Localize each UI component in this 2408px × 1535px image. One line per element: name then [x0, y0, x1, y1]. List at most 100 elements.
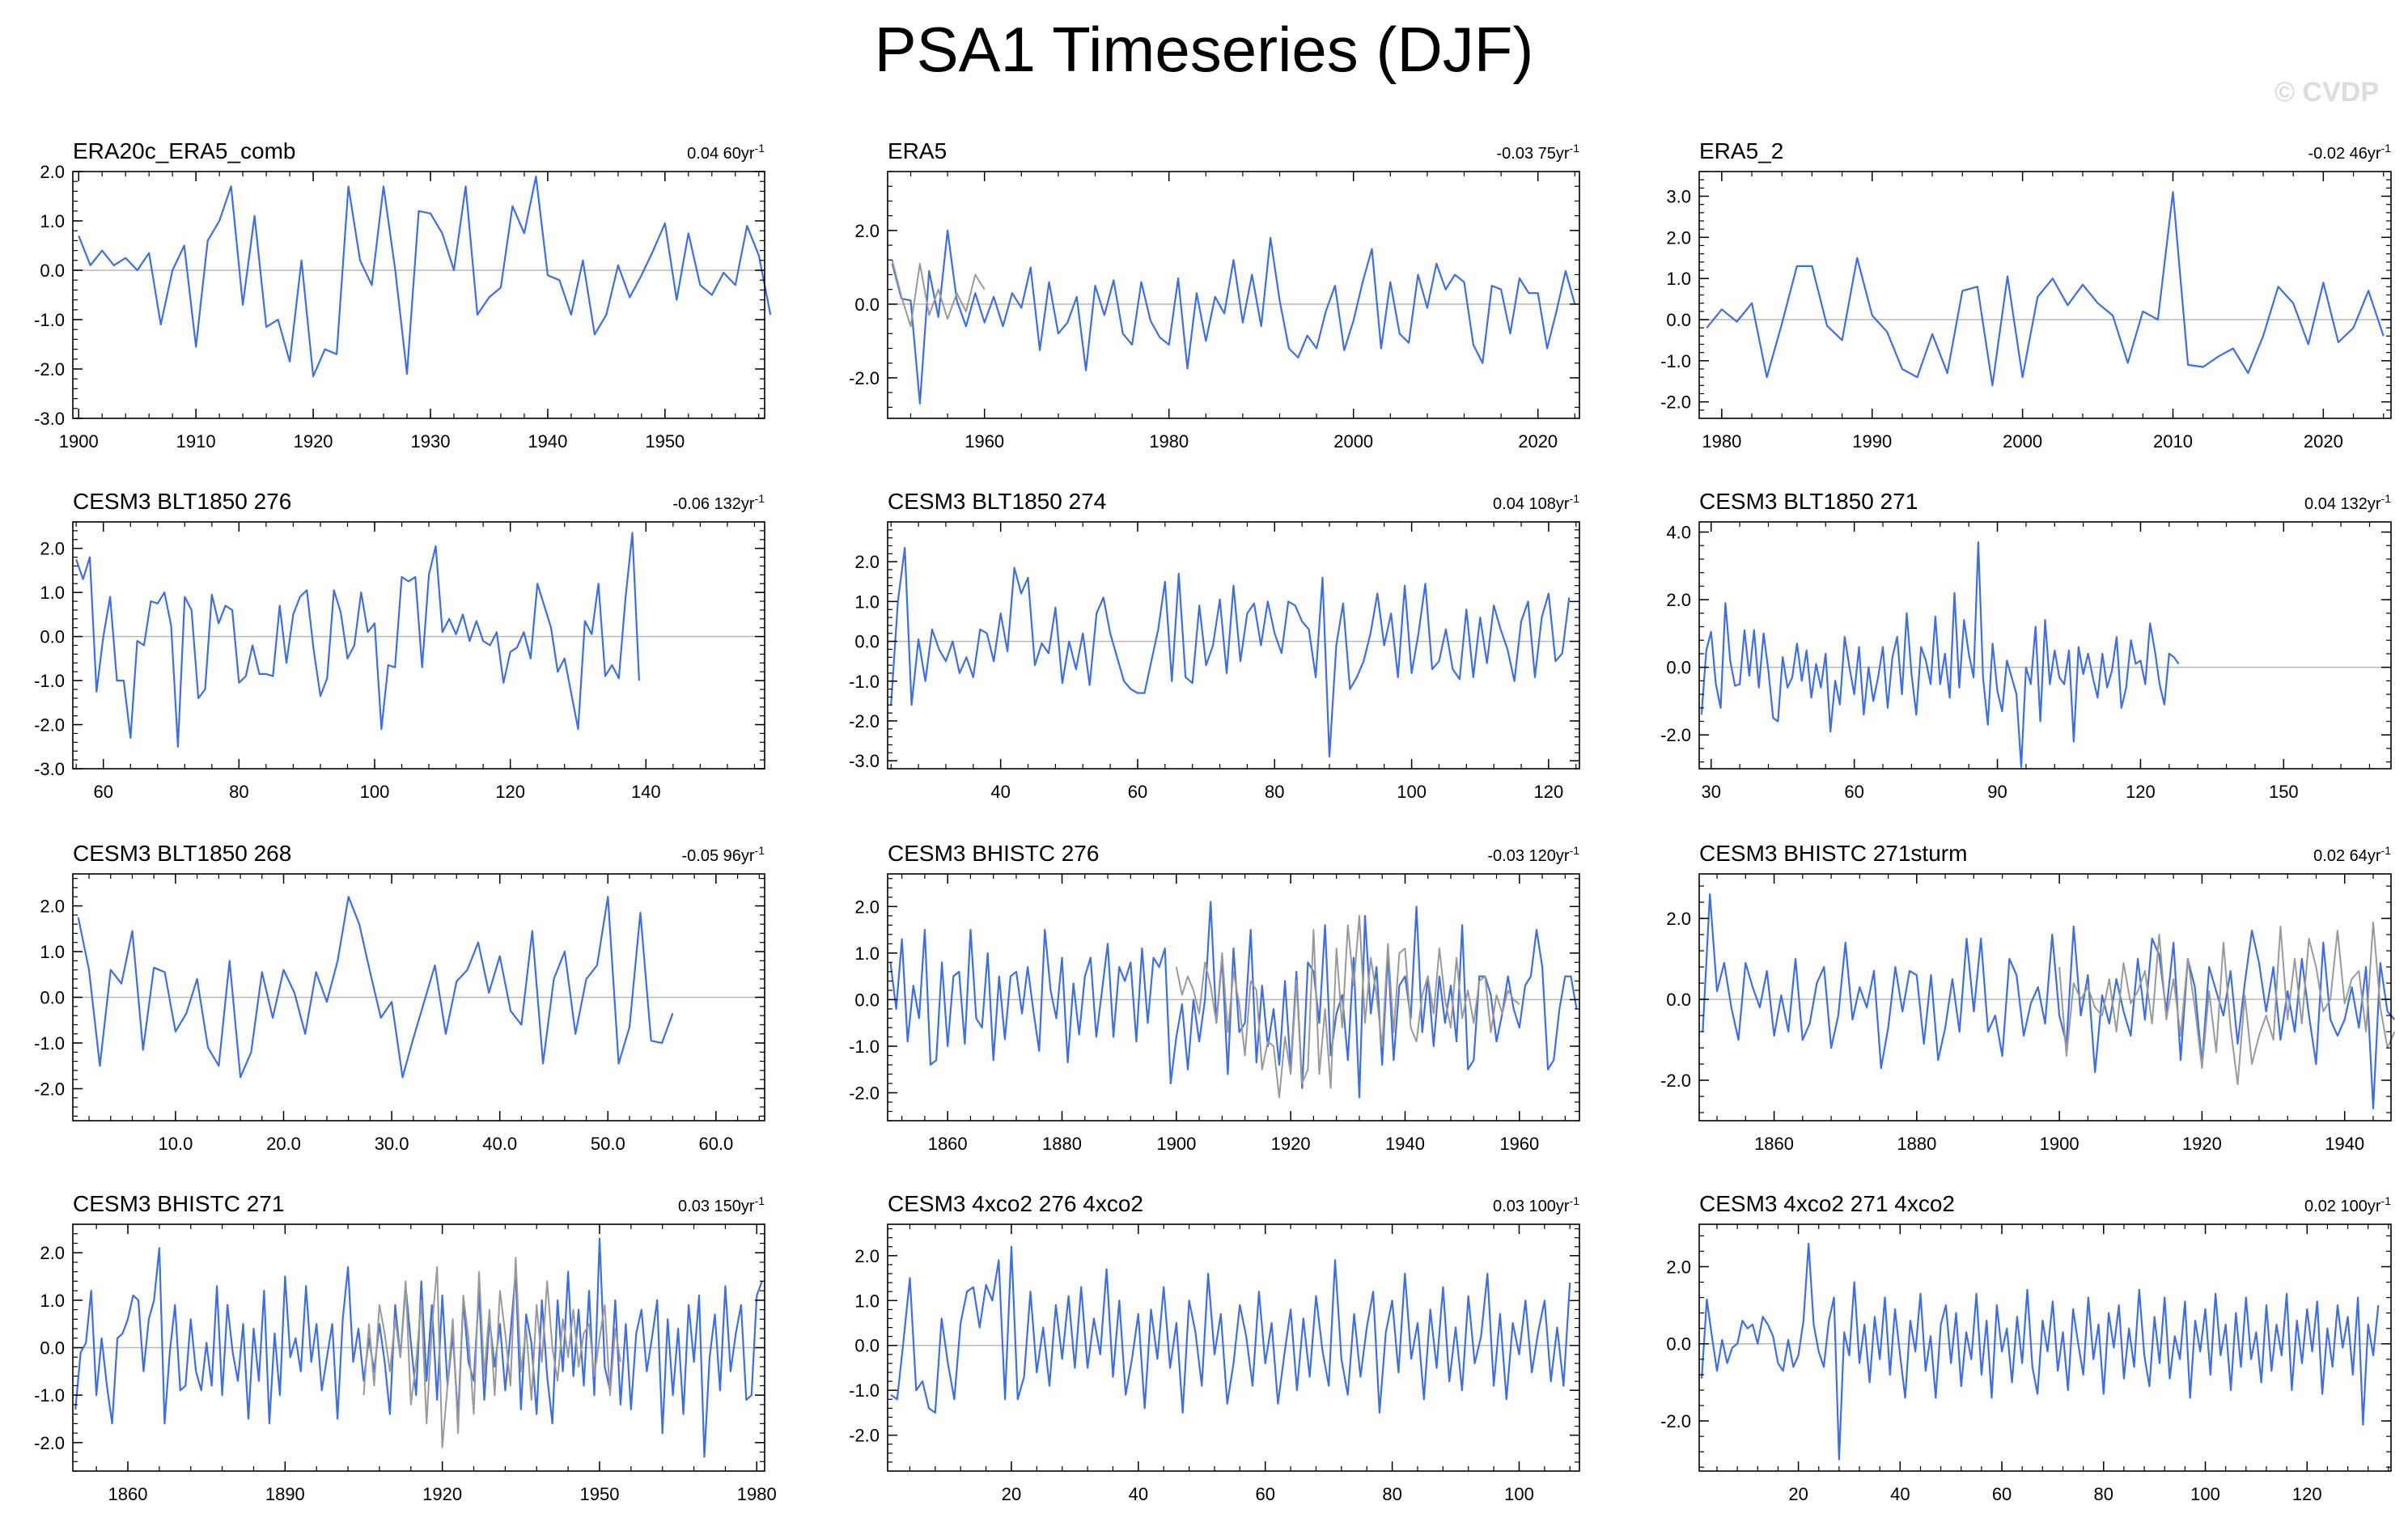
x-tick-label: 1900 [1156, 1134, 1196, 1154]
x-tick-label: 50.0 [591, 1134, 625, 1154]
panel-10: CESM3 BHISTC 271 0.03 150yr-1 1860 1890 1920… [34, 1191, 777, 1504]
y-tick-label: 0.0 [40, 988, 65, 1008]
x-tick-label: 2000 [2003, 431, 2042, 452]
y-tick-label: 2.0 [1666, 227, 1691, 248]
x-tick-label: 1950 [645, 431, 685, 452]
trend-label: 0.02 100yr-1 [2304, 1194, 2391, 1215]
panel-12: CESM3 4xco2 271 4xco2 0.02 100yr-1 20 40 60 8… [1660, 1191, 2392, 1504]
panel-title: CESM3 BHISTC 271sturm [1699, 841, 1967, 866]
series-line [889, 901, 1578, 1099]
x-tick-label: 1860 [1754, 1134, 1794, 1154]
panel-3: ERA5_2 -0.02 46yr-1 1980 1990 2000 2010 2020 -2… [1660, 138, 2392, 452]
trend-label: 0.02 64yr-1 [2313, 844, 2391, 865]
y-tick-label: 2.0 [40, 1243, 65, 1263]
y-tick-label: 1.0 [854, 943, 880, 964]
x-tick-label: 1860 [108, 1484, 148, 1504]
y-tick-label: 2.0 [40, 162, 65, 182]
x-tick-label: 1900 [59, 431, 99, 452]
y-tick-label: -1.0 [849, 672, 880, 692]
y-tick-label: 2.0 [1666, 1257, 1691, 1277]
figure-title: PSA1 Timeseries (DJF) [875, 14, 1534, 85]
y-tick-label: 2.0 [854, 897, 880, 917]
y-tick-label: 0.0 [1666, 1334, 1691, 1355]
y-tick-label: 2.0 [40, 897, 65, 917]
series-line [891, 229, 1576, 405]
y-tick-label: -1.0 [34, 1033, 65, 1054]
panel-9: CESM3 BHISTC 271sturm 0.02 64yr-1 1860 1880… [1660, 841, 2396, 1154]
x-tick-label: 150 [2269, 782, 2299, 802]
x-tick-label: 1960 [1499, 1134, 1539, 1154]
x-tick-label: 100 [1397, 782, 1427, 802]
y-tick-label: -2.0 [849, 368, 880, 388]
x-tick-label: 140 [631, 782, 661, 802]
y-tick-label: 4.0 [1666, 523, 1691, 543]
ensemble-series-line [1175, 914, 1520, 1099]
y-tick-label: -2.0 [34, 1079, 65, 1099]
x-tick-label: 1990 [1852, 431, 1892, 452]
y-tick-label: 2.0 [854, 552, 880, 572]
trend-label: -0.03 75yr-1 [1496, 142, 1579, 163]
x-tick-label: 1920 [1271, 1134, 1311, 1154]
y-tick-label: -2.0 [849, 711, 880, 731]
y-tick-label: -2.0 [1660, 725, 1691, 745]
y-tick-label: 2.0 [854, 1246, 880, 1266]
x-tick-label: 60 [1844, 782, 1863, 802]
panel-title: CESM3 BLT1850 274 [888, 489, 1106, 514]
trend-label: -0.02 46yr-1 [2308, 142, 2391, 163]
ensemble-series-line [362, 1257, 621, 1448]
x-tick-label: 90 [1987, 782, 2007, 802]
x-tick-label: 1880 [1042, 1134, 1082, 1154]
x-tick-label: 20 [1788, 1484, 1808, 1504]
y-tick-label: 2.0 [1666, 909, 1691, 929]
x-tick-label: 1930 [411, 431, 451, 452]
panel-title: CESM3 BHISTC 271 [73, 1191, 284, 1216]
trend-exponent: -1 [2381, 492, 2392, 505]
x-tick-label: 1980 [1702, 431, 1741, 452]
trend-label: -0.05 96yr-1 [681, 844, 765, 865]
trend-label: 0.04 132yr-1 [2304, 492, 2391, 513]
x-tick-label: 1920 [294, 431, 333, 452]
trend-exponent: -1 [755, 1194, 765, 1207]
series-line [890, 1245, 1571, 1414]
x-tick-label: 120 [495, 782, 525, 802]
x-tick-label: 80 [1382, 1484, 1401, 1504]
panel-title: ERA20c_ERA5_comb [73, 138, 295, 163]
series-line [1701, 1242, 2380, 1461]
y-tick-label: 1.0 [40, 942, 65, 962]
x-tick-label: 2020 [1518, 431, 1558, 452]
y-tick-label: -2.0 [1660, 1071, 1691, 1091]
y-tick-label: -1.0 [849, 1380, 880, 1401]
x-tick-label: 1950 [579, 1484, 619, 1504]
y-tick-label: 0.0 [1666, 658, 1691, 678]
x-tick-label: 1980 [737, 1484, 777, 1504]
x-tick-label: 100 [2190, 1484, 2220, 1504]
trend-exponent: -1 [1570, 844, 1580, 857]
x-tick-label: 80 [229, 782, 248, 802]
y-tick-label: 2.0 [40, 539, 65, 559]
trend-label: 0.04 60yr-1 [687, 142, 765, 163]
plot-frame [1698, 873, 2392, 1122]
plot-frame [1698, 521, 2392, 770]
x-tick-label: 1920 [2182, 1134, 2222, 1154]
trend-label: -0.03 120yr-1 [1487, 844, 1579, 865]
trend-exponent: -1 [755, 492, 765, 505]
series-line [1702, 893, 2396, 1110]
x-tick-label: 1940 [528, 431, 567, 452]
x-tick-label: 40 [1890, 1484, 1910, 1504]
x-tick-label: 1980 [1149, 431, 1189, 452]
y-tick-label: 1.0 [854, 592, 880, 612]
plot-frame [887, 171, 1580, 419]
panel-title: ERA5_2 [1699, 138, 1783, 163]
cvdp-watermark: © CVDP [2274, 77, 2379, 108]
y-tick-label: 0.0 [1666, 990, 1691, 1010]
x-tick-label: 1920 [422, 1484, 462, 1504]
trend-exponent: -1 [755, 142, 765, 155]
y-tick-label: 2.0 [1666, 590, 1691, 610]
panel-7: CESM3 BLT1850 268 -0.05 96yr-1 10.0 20.0 30.… [34, 841, 765, 1154]
y-tick-label: 0.0 [854, 990, 880, 1010]
trend-exponent: -1 [1570, 1194, 1580, 1207]
panel-title: CESM3 BLT1850 268 [73, 841, 291, 866]
y-tick-label: 3.0 [1666, 187, 1691, 207]
ensemble-series-line [2058, 922, 2396, 1085]
panel-title: CESM3 BLT1850 276 [73, 489, 291, 514]
